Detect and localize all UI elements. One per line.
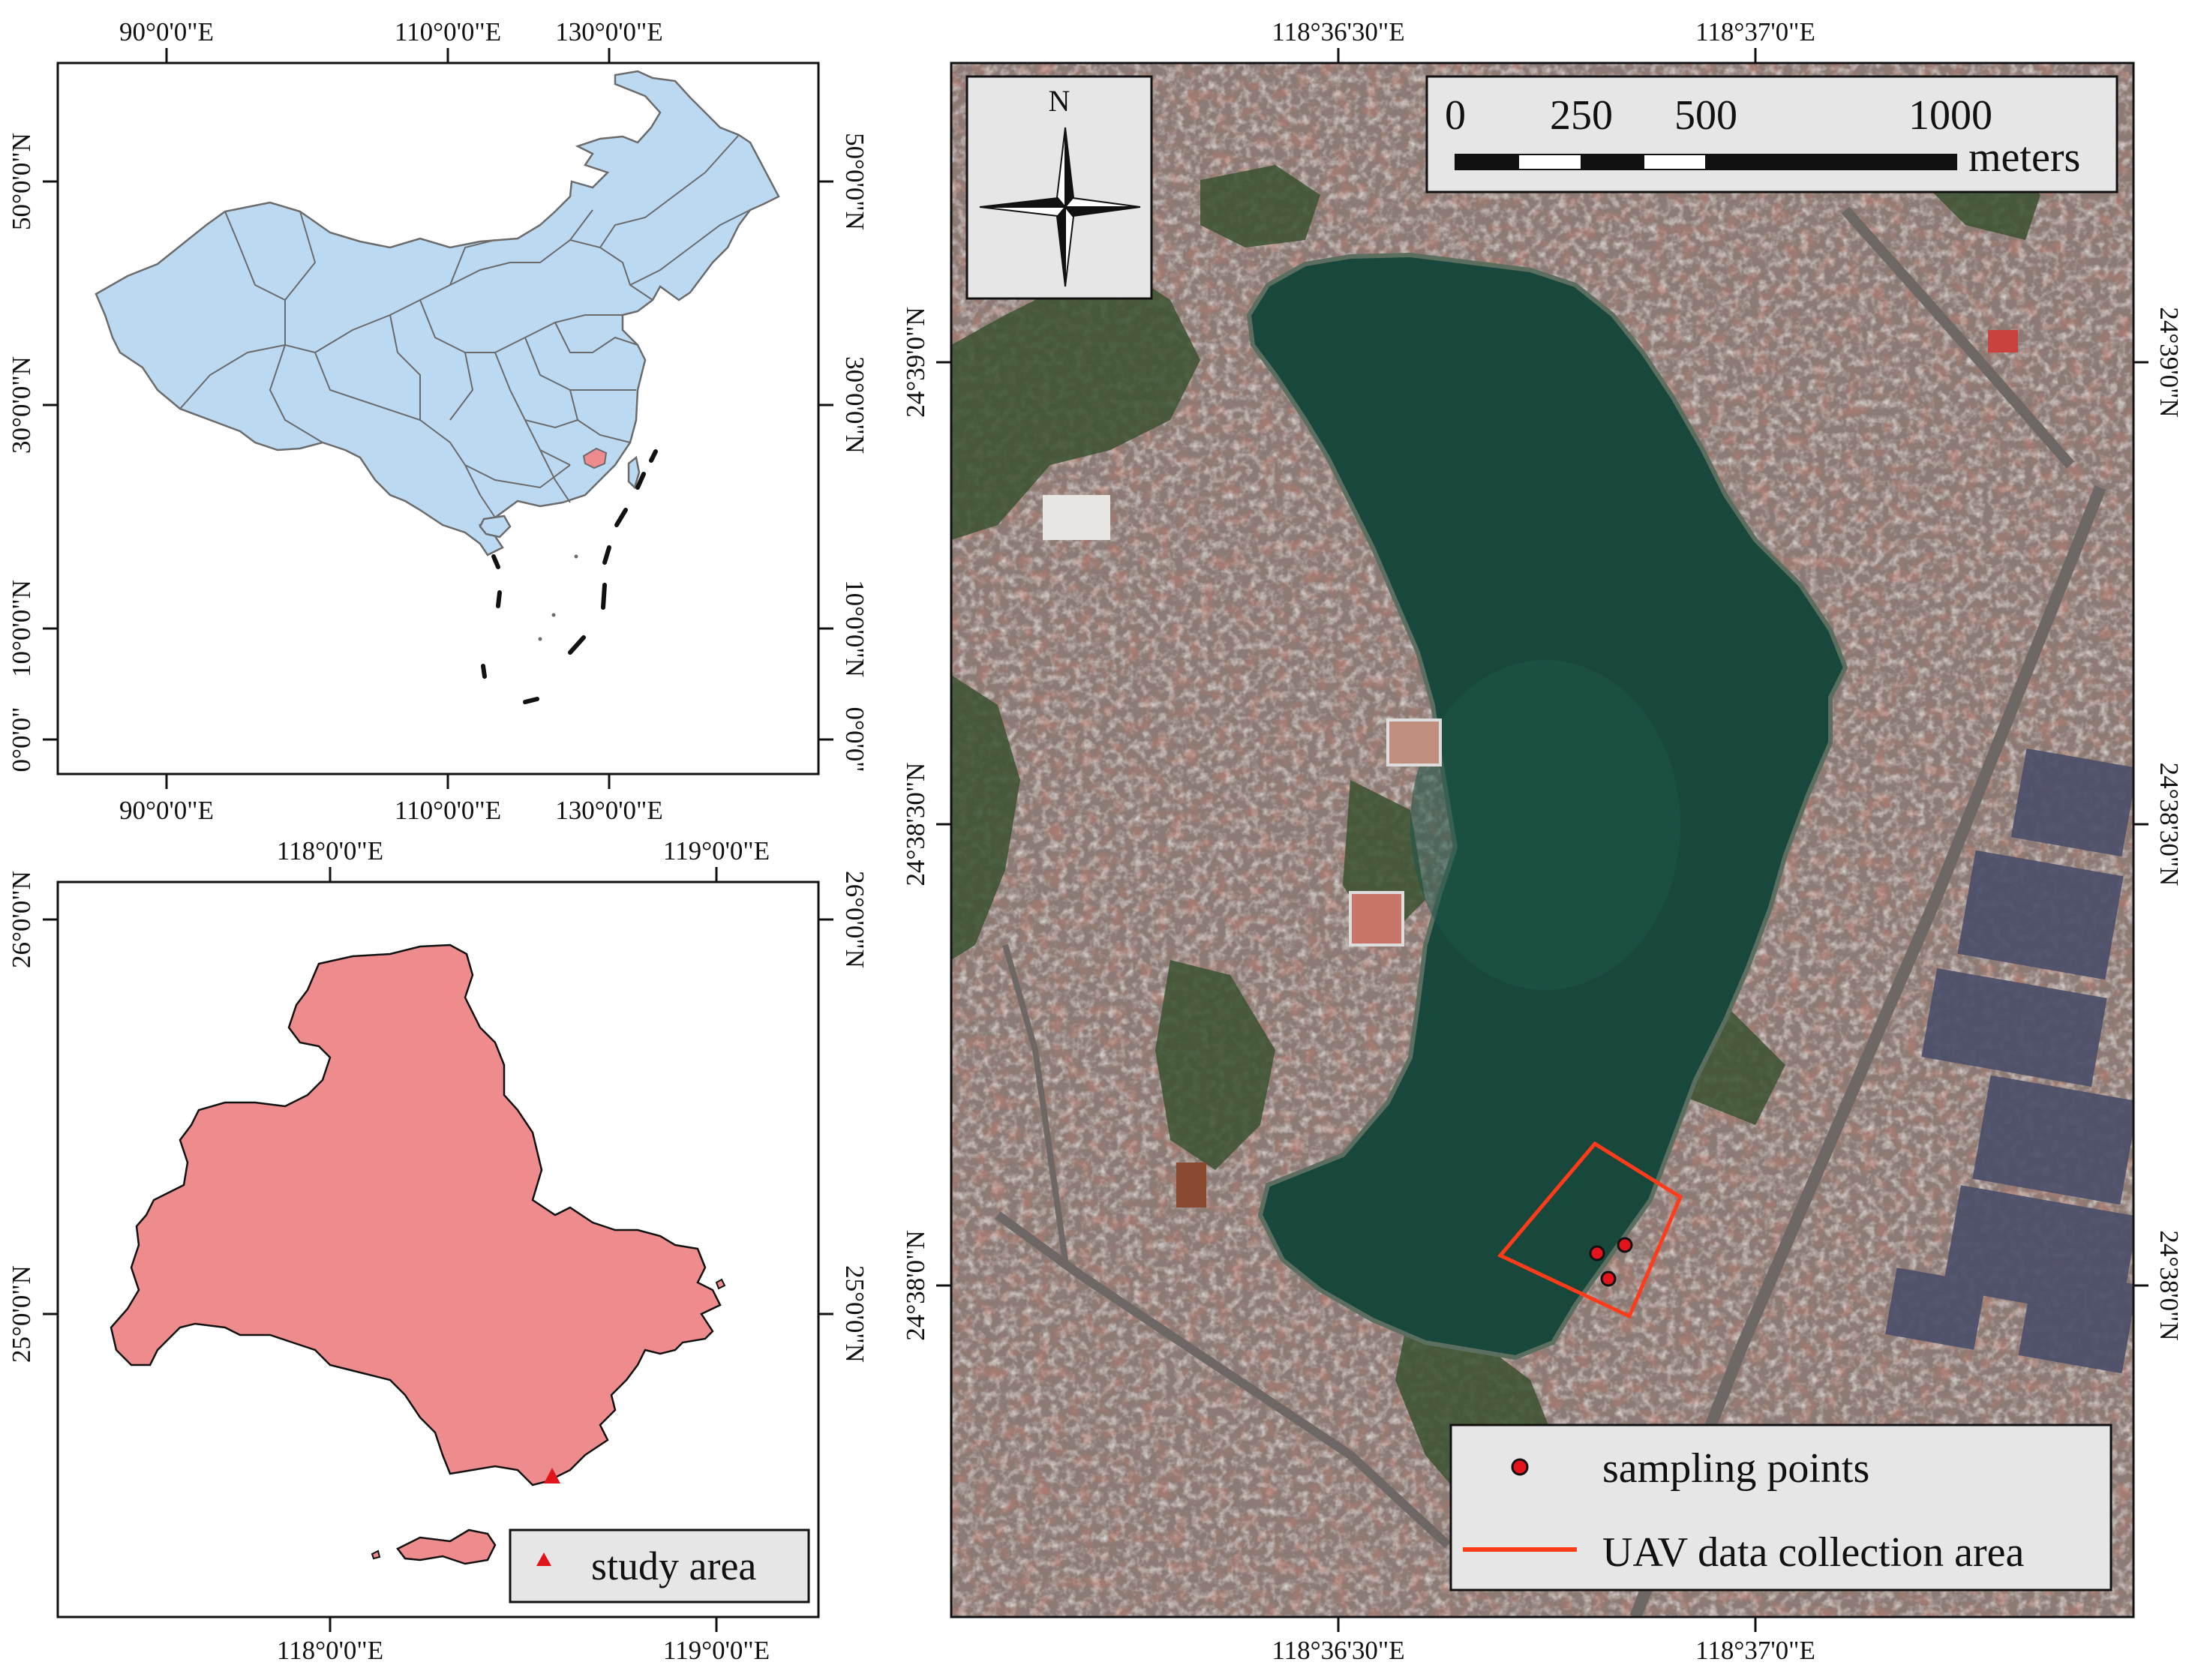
panel-c-legend: sampling points UAV data collection area (1449, 1424, 2112, 1592)
panel-b-legend: study area (509, 1528, 810, 1604)
panel-a-lon-bottom-110: 110°0'0"E (395, 796, 501, 825)
panel-c-lat-left-390: 24°39'0"N (901, 307, 930, 417)
panel-a-lon-top-90: 90°0'0"E (119, 17, 214, 46)
island-large (396, 1528, 497, 1565)
panel-a-lat-left-0: 0°0'0" (7, 706, 36, 772)
scale-tick-250: 250 (1550, 92, 1613, 139)
legend-uav-area-label: UAV data collection area (1602, 1529, 2025, 1576)
china-landmass (95, 70, 780, 556)
panel-b-region-map: study area 118°0'0"E 119°0'0"E 118°0'0"E… (7, 836, 869, 1665)
nine-dash-line (481, 449, 658, 704)
panel-c-lat-left-3830: 24°38'30"N (901, 763, 930, 886)
panel-c-lon-top-3630: 118°36'30"E (1272, 17, 1404, 46)
building-white-roof (1043, 495, 1110, 540)
scale-tick-1000: 1000 (1908, 92, 1992, 139)
lake-light-water (1410, 660, 1680, 990)
panel-c-lat-right-390: 24°39'0"N (2154, 307, 2184, 417)
legend-triangle-icon (536, 1552, 551, 1566)
panel-c-frame (950, 62, 2135, 1618)
panel-a-lon-top-130: 130°0'0"E (555, 17, 662, 46)
roads (995, 206, 2106, 1617)
panel-b-legend-label: study area (591, 1544, 756, 1588)
building-red-roof (1988, 330, 2018, 352)
sampling-point (1589, 1245, 1605, 1262)
panel-b-lon-bottom-119: 119°0'0"E (663, 1636, 770, 1665)
uav-data-collection-area (1497, 1141, 1683, 1319)
panel-a-lat-right-10: 10°0'0"N (840, 580, 869, 677)
panel-c-legend-box (1449, 1424, 2112, 1592)
panel-b-lon-top-118: 118°0'0"E (277, 836, 383, 866)
panel-a-lon-top-110: 110°0'0"E (395, 17, 501, 46)
panel-b-lat-right-25: 25°0'0"N (840, 1265, 869, 1363)
north-arrow-letter: N (1049, 84, 1070, 118)
panel-c-lon-bottom-370: 118°37'0"E (1695, 1636, 1815, 1665)
panel-a-lat-right-30: 30°0'0"N (840, 356, 869, 454)
scale-bar-box (1425, 75, 2118, 194)
scale-tick-0: 0 (1445, 92, 1466, 139)
panel-a-lon-bottom-130: 130°0'0"E (555, 796, 662, 825)
hainan-island (479, 514, 512, 538)
panel-c-lon-top-370: 118°37'0"E (1695, 17, 1815, 46)
panel-b-lat-left-26: 26°0'0"N (7, 871, 36, 968)
panel-c-lat-right-380: 24°38'0"N (2154, 1230, 2184, 1340)
building-temple (1176, 1162, 1206, 1208)
province-boundaries (179, 134, 751, 518)
panel-a-ticks (43, 48, 833, 789)
sampling-point (1617, 1237, 1633, 1253)
building-court (1349, 891, 1404, 946)
satellite-imagery (951, 63, 2133, 1617)
panel-c-lon-bottom-3630: 118°36'30"E (1272, 1636, 1404, 1665)
legend-sampling-point-icon (1511, 1458, 1529, 1476)
panel-a-lat-left-50: 50°0'0"N (7, 133, 36, 230)
panel-b-lat-left-25: 25°0'0"N (7, 1265, 36, 1363)
fujian-province-highlight (582, 447, 608, 470)
panel-c-lat-left-380: 24°38'0"N (901, 1230, 930, 1340)
study-region-landmass (110, 944, 722, 1486)
panel-a-lat-left-30: 30°0'0"N (7, 356, 36, 454)
panel-a-china-map: 90°0'0"E 110°0'0"E 130°0'0"E 90°0'0"E 11… (7, 17, 869, 825)
study-area-marker (544, 1468, 560, 1484)
sampling-points (1589, 1237, 1633, 1287)
panel-c-satellite-map: N 0 250 500 1000 (901, 17, 2184, 1665)
scale-unit: meters (1968, 134, 2080, 181)
island-small (371, 1550, 381, 1560)
panel-c-lat-right-3830: 24°38'30"N (2154, 763, 2184, 886)
island-east (715, 1278, 726, 1290)
panel-b-lon-bottom-118: 118°0'0"E (277, 1636, 383, 1665)
sampling-point (1600, 1270, 1617, 1287)
panel-b-ticks (43, 867, 833, 1632)
north-arrow: N (965, 75, 1153, 300)
panel-c-ticks (936, 48, 2148, 1632)
panel-b-lat-right-26: 26°0'0"N (840, 871, 869, 968)
taiwan-island (627, 455, 641, 490)
small-islands (538, 554, 578, 641)
panel-b-lon-top-119: 119°0'0"E (663, 836, 770, 866)
panel-a-lat-left-10: 10°0'0"N (7, 580, 36, 677)
compass-rose-icon (979, 127, 1141, 287)
panel-a-lat-right-0: 0°0'0" (840, 706, 869, 772)
panel-a-lat-right-50: 50°0'0"N (840, 133, 869, 230)
industrial-blocks (1885, 748, 2133, 1374)
scale-bar: 0 250 500 1000 meters (1425, 75, 2118, 194)
building-sports-field (1386, 718, 1442, 766)
legend-sampling-points-label: sampling points (1602, 1445, 1869, 1492)
scale-tick-500: 500 (1674, 92, 1737, 139)
panel-a-lon-bottom-90: 90°0'0"E (119, 796, 214, 825)
panel-b-legend-box (509, 1528, 810, 1604)
